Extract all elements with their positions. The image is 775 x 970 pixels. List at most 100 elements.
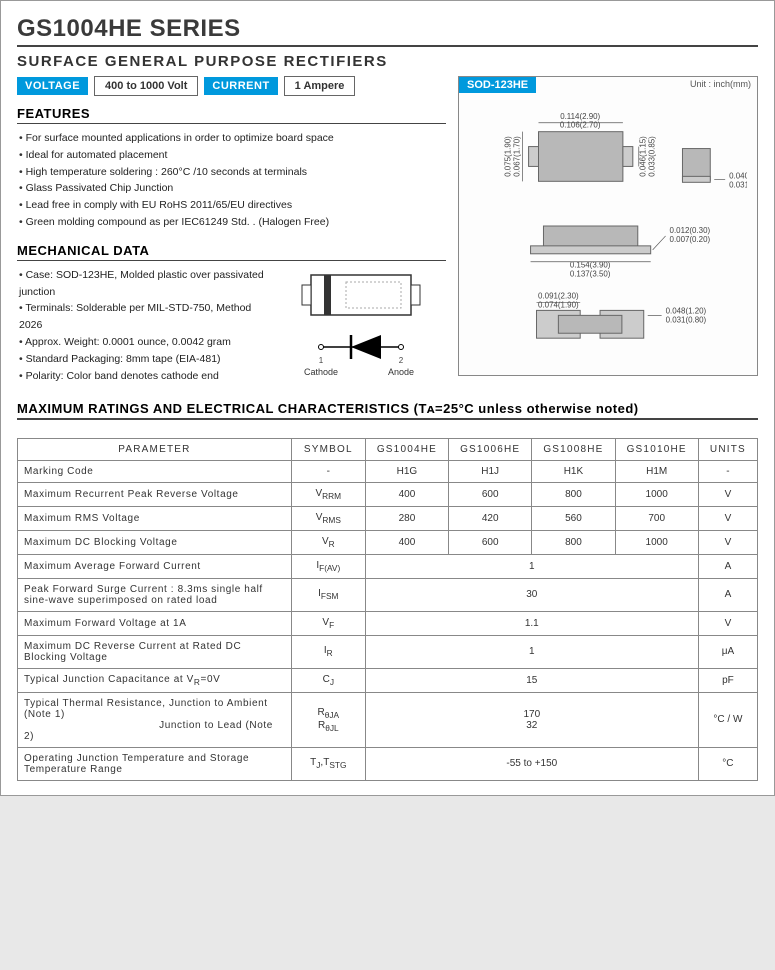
svg-text:0.007(0.20): 0.007(0.20)	[670, 235, 711, 244]
cell-value: 800	[532, 482, 615, 506]
voltage-value-chip: 400 to 1000 Volt	[94, 76, 198, 96]
cell-param: Maximum DC Blocking Voltage	[18, 530, 292, 554]
cell-value: 400	[365, 482, 448, 506]
svg-text:0.031(0.80): 0.031(0.80)	[666, 315, 707, 324]
table-row: Marking Code-H1GH1JH1KH1M-	[18, 460, 758, 482]
cell-value: H1K	[532, 460, 615, 482]
right-column: SOD-123HE Unit : inch(mm) 0.114(2.90) 0.…	[458, 76, 758, 387]
cell-symbol: IR	[291, 635, 365, 668]
table-header-row: PARAMETER SYMBOL GS1004HE GS1006HE GS100…	[18, 438, 758, 460]
mech-item: Polarity: Color band denotes cathode end	[19, 368, 266, 385]
divider	[17, 45, 758, 47]
feature-item: Ideal for automated placement	[19, 147, 446, 164]
svg-text:0.046(1.15): 0.046(1.15)	[639, 136, 648, 177]
mech-item: Standard Packaging: 8mm tape (EIA-481)	[19, 351, 266, 368]
svg-text:0.067(1.70): 0.067(1.70)	[513, 136, 522, 177]
table-row: Typical Junction Capacitance at VR=0VCJ1…	[18, 668, 758, 692]
svg-text:0.074(1.90): 0.074(1.90)	[538, 300, 579, 309]
col-part: GS1010HE	[615, 438, 698, 460]
cell-value-span: 1	[365, 635, 698, 668]
cell-value: 400	[365, 530, 448, 554]
cell-symbol: VRRM	[291, 482, 365, 506]
cell-value-span: 17032	[365, 692, 698, 747]
cell-param: Maximum Average Forward Current	[18, 554, 292, 578]
voltage-label-chip: VOLTAGE	[17, 77, 88, 95]
col-part: GS1006HE	[449, 438, 532, 460]
cell-param: Typical Thermal Resistance, Junction to …	[18, 692, 292, 747]
cell-symbol: VR	[291, 530, 365, 554]
cell-unit: pF	[698, 668, 757, 692]
svg-text:0.031(0.80): 0.031(0.80)	[729, 180, 747, 189]
current-label-chip: CURRENT	[204, 77, 277, 95]
cell-unit: -	[698, 460, 757, 482]
cell-value-span: 30	[365, 578, 698, 611]
table-row: Operating Junction Temperature and Stora…	[18, 747, 758, 780]
cell-unit: μA	[698, 635, 757, 668]
mechanical-heading: MECHANICAL DATA	[17, 243, 446, 261]
cell-value: 560	[532, 506, 615, 530]
divider	[17, 418, 758, 420]
col-part: GS1008HE	[532, 438, 615, 460]
cell-value-span: 15	[365, 668, 698, 692]
features-heading: FEATURES	[17, 106, 446, 124]
datasheet-page: GS1004HE SERIES SURFACE GENERAL PURPOSE …	[0, 0, 775, 796]
table-row: Maximum Forward Voltage at 1AVF1.1V	[18, 611, 758, 635]
svg-text:0.012(0.30): 0.012(0.30)	[670, 226, 711, 235]
cell-param: Marking Code	[18, 460, 292, 482]
cell-value-span: 1.1	[365, 611, 698, 635]
mechanical-list: Case: SOD-123HE, Molded plastic over pas…	[17, 267, 266, 385]
spec-chips: VOLTAGE 400 to 1000 Volt CURRENT 1 Amper…	[17, 76, 446, 96]
cell-value: 420	[449, 506, 532, 530]
table-row: Maximum RMS VoltageVRMS280420560700V	[18, 506, 758, 530]
cell-value: 280	[365, 506, 448, 530]
cell-value: 1000	[615, 530, 698, 554]
cell-unit: V	[698, 530, 757, 554]
cell-value: 700	[615, 506, 698, 530]
cell-value: H1G	[365, 460, 448, 482]
svg-text:0.106(2.70): 0.106(2.70)	[560, 121, 601, 130]
feature-item: Lead free in comply with EU RoHS 2011/65…	[19, 197, 446, 214]
cell-unit: A	[698, 554, 757, 578]
cell-value-span: -55 to +150	[365, 747, 698, 780]
cell-symbol: -	[291, 460, 365, 482]
ratings-table: PARAMETER SYMBOL GS1004HE GS1006HE GS100…	[17, 438, 758, 781]
cell-param: Maximum Recurrent Peak Reverse Voltage	[18, 482, 292, 506]
cell-unit: °C	[698, 747, 757, 780]
cell-unit: V	[698, 506, 757, 530]
svg-text:0.075(1.90): 0.075(1.90)	[504, 136, 513, 177]
table-row: Peak Forward Surge Current : 8.3ms singl…	[18, 578, 758, 611]
feature-item: High temperature soldering : 260°C /10 s…	[19, 164, 446, 181]
cell-symbol: TJ,TSTG	[291, 747, 365, 780]
col-part: GS1004HE	[365, 438, 448, 460]
cell-symbol: VF	[291, 611, 365, 635]
cell-value: 600	[449, 482, 532, 506]
cell-value: 800	[532, 530, 615, 554]
cell-value: 600	[449, 530, 532, 554]
svg-text:1: 1	[319, 356, 324, 365]
mech-item: Approx. Weight: 0.0001 ounce, 0.0042 gra…	[19, 334, 266, 351]
mech-item: Case: SOD-123HE, Molded plastic over pas…	[19, 267, 266, 301]
col-symbol: SYMBOL	[291, 438, 365, 460]
features-list: For surface mounted applications in orde…	[17, 130, 446, 231]
package-name: SOD-123HE	[459, 77, 536, 93]
col-units: UNITS	[698, 438, 757, 460]
package-drawing-panel: SOD-123HE Unit : inch(mm) 0.114(2.90) 0.…	[458, 76, 758, 376]
cell-symbol: IF(AV)	[291, 554, 365, 578]
svg-text:0.114(2.90): 0.114(2.90)	[560, 112, 600, 121]
table-row: Typical Thermal Resistance, Junction to …	[18, 692, 758, 747]
feature-item: For surface mounted applications in orde…	[19, 130, 446, 147]
cell-symbol: RθJARθJL	[291, 692, 365, 747]
package-unit: Unit : inch(mm)	[690, 79, 751, 89]
package-dimensions-svg: 0.114(2.90) 0.106(2.70) 0.075(1.90) 0.06…	[469, 87, 747, 365]
cell-value: H1M	[615, 460, 698, 482]
polarity-diagram: 1 2 Cathode Anode	[276, 267, 446, 387]
cell-value: H1J	[449, 460, 532, 482]
table-row: Maximum Average Forward CurrentIF(AV)1A	[18, 554, 758, 578]
cell-unit: °C / W	[698, 692, 757, 747]
feature-item: Green molding compound as per IEC61249 S…	[19, 214, 446, 231]
table-row: Maximum Recurrent Peak Reverse VoltageVR…	[18, 482, 758, 506]
col-parameter: PARAMETER	[18, 438, 292, 460]
cell-param: Maximum DC Reverse Current at Rated DC B…	[18, 635, 292, 668]
cell-param: Typical Junction Capacitance at VR=0V	[18, 668, 292, 692]
cell-unit: A	[698, 578, 757, 611]
